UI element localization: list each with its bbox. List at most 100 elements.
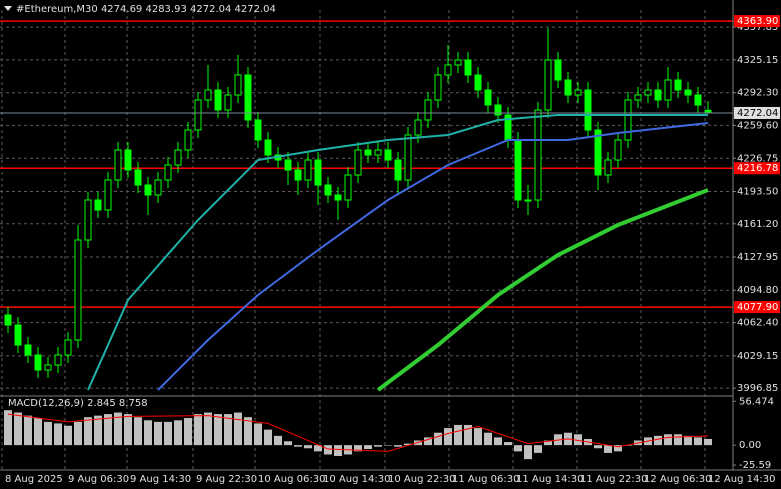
macd-bar xyxy=(424,437,432,446)
level-label: 4077.90 xyxy=(737,302,778,313)
candle-body xyxy=(134,169,142,186)
macd-bar xyxy=(104,414,112,446)
y-tick-label: 4325.15 xyxy=(737,55,778,66)
candle-body xyxy=(554,59,562,81)
bid-label-box xyxy=(734,106,780,119)
candle-body xyxy=(344,174,352,201)
x-tick-label: 10 Aug 06:30 xyxy=(258,474,325,485)
macd-bar xyxy=(484,432,492,446)
x-tick-label: 10 Aug 22:30 xyxy=(388,474,455,485)
candle-body xyxy=(624,99,632,141)
macd-bar xyxy=(24,415,32,446)
macd-bar xyxy=(524,445,532,460)
candle-body xyxy=(534,109,542,201)
candle-body xyxy=(594,129,602,176)
y-tick-label: 4127.95 xyxy=(737,252,778,263)
x-tick-label: 10 Aug 14:30 xyxy=(323,474,390,485)
x-tick-label: 9 Aug 14:30 xyxy=(130,474,191,485)
candle-body xyxy=(694,94,702,106)
macd-bar xyxy=(364,445,372,450)
bid-label: 4272.04 xyxy=(737,108,778,119)
x-tick-label: 11 Aug 22:30 xyxy=(580,474,647,485)
macd-bar xyxy=(464,424,472,446)
candle-body xyxy=(184,129,192,151)
macd-y-tick-label: 56.474 xyxy=(739,396,774,407)
macd-bar xyxy=(624,445,632,446)
candle-body xyxy=(364,149,372,156)
candle-body xyxy=(14,324,22,346)
candle-body xyxy=(164,164,172,181)
macd-bar xyxy=(74,421,82,446)
moving-average xyxy=(157,122,709,391)
candle-body xyxy=(604,159,612,176)
macd-bar xyxy=(164,421,172,446)
macd-bar xyxy=(514,445,522,452)
y-tick-label: 4062.40 xyxy=(737,318,778,329)
candle-body xyxy=(154,179,162,196)
candle-body xyxy=(24,344,32,356)
macd-bar xyxy=(264,429,272,446)
level-label-box xyxy=(734,301,780,314)
macd-bar xyxy=(394,445,402,447)
candle-body xyxy=(464,59,472,76)
candle-body xyxy=(634,94,642,101)
macd-bar xyxy=(664,434,672,446)
macd-bar xyxy=(494,437,502,446)
macd-bar xyxy=(204,412,212,446)
macd-bar xyxy=(574,434,582,446)
candle-body xyxy=(214,89,222,111)
macd-bar xyxy=(434,432,442,446)
macd-bar xyxy=(134,417,142,446)
macd-bar xyxy=(214,414,222,446)
y-tick-label: 4193.50 xyxy=(737,187,778,198)
candle-body xyxy=(204,89,212,101)
macd-bar xyxy=(324,445,332,455)
candle-body xyxy=(114,149,122,181)
candle-body xyxy=(674,79,682,91)
macd-bar xyxy=(144,420,152,446)
candle-body xyxy=(194,99,202,131)
x-tick-label: 9 Aug 22:30 xyxy=(196,474,257,485)
moving-average xyxy=(87,114,708,391)
candle-body xyxy=(234,74,242,96)
candle-body xyxy=(644,89,652,96)
candle-body xyxy=(454,59,462,66)
candle-body xyxy=(394,159,402,181)
candle-body xyxy=(84,199,92,241)
macd-bar xyxy=(674,434,682,446)
macd-bar xyxy=(294,445,302,447)
macd-y-tick-label: 0.00 xyxy=(739,440,761,451)
candle-body xyxy=(34,354,42,371)
macd-bar xyxy=(654,435,662,446)
candle-body xyxy=(424,99,432,121)
macd-bar xyxy=(274,435,282,446)
macd-bar xyxy=(254,423,262,446)
candle-body xyxy=(334,194,342,201)
macd-bar xyxy=(54,423,62,446)
candle-body xyxy=(684,89,692,96)
menu-icon[interactable] xyxy=(4,6,12,11)
macd-bar xyxy=(354,445,362,452)
macd-bar xyxy=(84,417,92,446)
y-tick-label: 4094.80 xyxy=(737,285,778,296)
candle-body xyxy=(614,139,622,161)
macd-bar xyxy=(94,415,102,446)
x-tick-label: 12 Aug 14:30 xyxy=(708,474,775,485)
candle-body xyxy=(354,149,362,176)
macd-bar xyxy=(234,412,242,446)
candle-body xyxy=(264,139,272,156)
x-tick-label: 11 Aug 06:30 xyxy=(452,474,519,485)
price-panel xyxy=(0,20,733,392)
candle-body xyxy=(414,119,422,136)
macd-bar xyxy=(334,445,342,457)
y-tick-label: 4226.75 xyxy=(737,153,778,164)
y-tick-label: 3996.85 xyxy=(737,383,778,394)
macd-bar xyxy=(44,421,52,446)
candle-body xyxy=(564,79,572,96)
macd-bar xyxy=(544,440,552,446)
candle-body xyxy=(4,314,12,326)
candle-body xyxy=(574,89,582,96)
candle-body xyxy=(384,149,392,161)
